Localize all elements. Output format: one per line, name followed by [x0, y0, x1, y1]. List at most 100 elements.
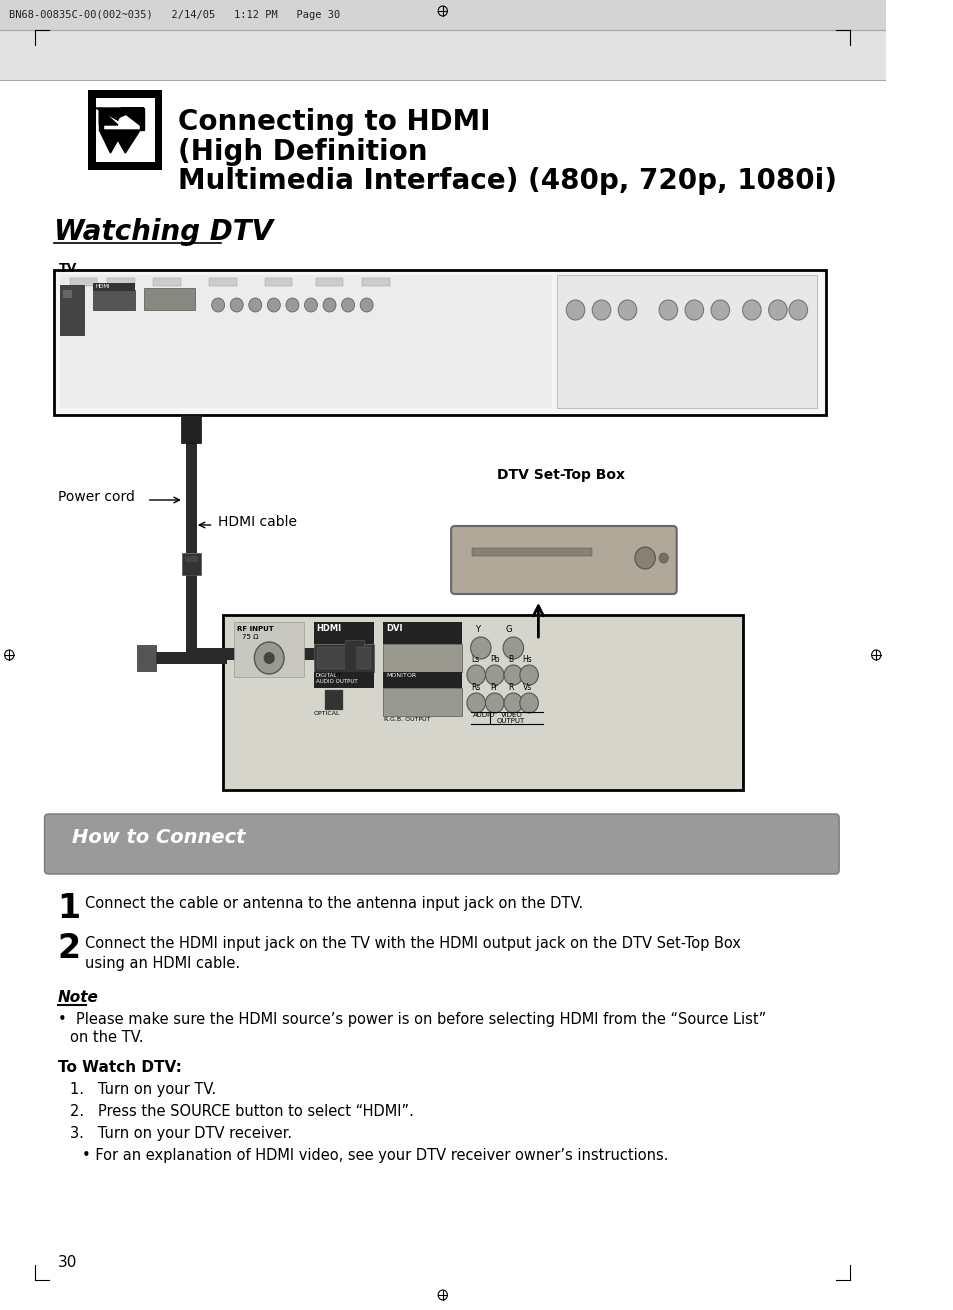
Circle shape — [267, 297, 280, 312]
Text: Y: Y — [475, 625, 479, 634]
Text: How to Connect: How to Connect — [72, 828, 246, 848]
Bar — [185, 555, 197, 562]
Circle shape — [470, 637, 491, 659]
Circle shape — [263, 652, 274, 664]
Bar — [186, 575, 196, 650]
Bar — [345, 645, 356, 672]
Circle shape — [254, 642, 284, 675]
Text: Multimedia Interface) (480p, 720p, 1080i): Multimedia Interface) (480p, 720p, 1080i… — [178, 166, 837, 195]
Text: •  Please make sure the HDMI source’s power is on before selecting HDMI from the: • Please make sure the HDMI source’s pow… — [57, 1013, 765, 1027]
Bar — [345, 641, 363, 668]
Text: AUDIO OUTPUT: AUDIO OUTPUT — [315, 679, 356, 684]
Circle shape — [503, 693, 522, 713]
Text: R: R — [508, 683, 514, 692]
Bar — [53, 270, 825, 415]
Text: Connect the cable or antenna to the antenna input jack on the DTV.: Connect the cable or antenna to the ante… — [86, 896, 583, 910]
Bar — [383, 622, 462, 645]
Text: VIDEO: VIDEO — [500, 713, 522, 718]
Bar — [264, 278, 292, 286]
Bar — [186, 443, 196, 553]
Text: 30: 30 — [57, 1255, 77, 1269]
Text: OUTPUT: OUTPUT — [386, 673, 411, 679]
Bar — [70, 278, 97, 286]
Bar — [60, 275, 552, 407]
Text: Connecting to HDMI: Connecting to HDMI — [178, 107, 490, 136]
Text: Rs: Rs — [471, 683, 480, 692]
Bar — [361, 278, 390, 286]
Bar — [0, 0, 884, 30]
Circle shape — [323, 297, 335, 312]
Bar — [153, 652, 227, 664]
Circle shape — [618, 300, 636, 320]
Bar — [153, 278, 181, 286]
Bar — [63, 290, 72, 297]
Bar — [107, 278, 134, 286]
Bar — [186, 648, 348, 660]
Circle shape — [249, 297, 261, 312]
Text: G: G — [505, 625, 512, 634]
Text: OUTPUT: OUTPUT — [316, 673, 341, 679]
Circle shape — [519, 665, 537, 685]
Text: Pb: Pb — [490, 655, 499, 664]
Text: (High Definition: (High Definition — [178, 138, 427, 166]
Text: DIGITAL: DIGITAL — [315, 673, 336, 679]
Polygon shape — [99, 107, 118, 124]
Bar — [181, 415, 201, 443]
Circle shape — [710, 300, 729, 320]
Bar — [233, 622, 303, 677]
Circle shape — [659, 553, 668, 563]
Circle shape — [503, 665, 522, 685]
Text: BN68-00835C-00(002~035)   2/14/05   1:12 PM   Page 30: BN68-00835C-00(002~035) 2/14/05 1:12 PM … — [10, 10, 340, 20]
Circle shape — [230, 297, 243, 312]
Bar — [0, 30, 884, 80]
Text: TV: TV — [58, 262, 76, 275]
Text: 1.   Turn on your TV.: 1. Turn on your TV. — [70, 1082, 215, 1096]
Text: AUDIO: AUDIO — [473, 713, 496, 718]
Text: Power cord: Power cord — [57, 490, 134, 504]
Bar — [92, 283, 134, 291]
Circle shape — [466, 693, 485, 713]
Bar — [314, 645, 374, 672]
Bar — [92, 290, 134, 310]
Text: 2: 2 — [57, 931, 81, 965]
Circle shape — [659, 300, 677, 320]
Text: R.G.B. OUTPUT: R.G.B. OUTPUT — [384, 717, 431, 722]
Bar — [383, 688, 462, 717]
Circle shape — [304, 297, 317, 312]
Bar — [314, 622, 374, 645]
Text: Pr: Pr — [490, 683, 497, 692]
Polygon shape — [99, 130, 140, 153]
Text: RF INPUT: RF INPUT — [236, 626, 274, 631]
Bar — [95, 98, 154, 162]
Text: OUTPUT: OUTPUT — [497, 718, 524, 724]
Text: MONITOR: MONITOR — [386, 673, 416, 679]
Text: DVI: DVI — [386, 624, 402, 633]
Polygon shape — [95, 107, 144, 121]
Circle shape — [485, 693, 503, 713]
Bar — [315, 278, 343, 286]
Circle shape — [360, 297, 373, 312]
Polygon shape — [140, 107, 144, 130]
Bar — [314, 672, 374, 688]
Circle shape — [768, 300, 786, 320]
Bar — [383, 645, 462, 672]
Circle shape — [741, 300, 760, 320]
Circle shape — [286, 297, 298, 312]
Text: 3.   Turn on your DTV receiver.: 3. Turn on your DTV receiver. — [70, 1127, 292, 1141]
Text: Note: Note — [57, 990, 98, 1005]
Bar — [471, 548, 592, 555]
Polygon shape — [99, 107, 140, 118]
Circle shape — [635, 548, 655, 569]
Text: HDMI: HDMI — [95, 284, 111, 290]
Bar — [182, 553, 200, 575]
Text: 1: 1 — [57, 892, 81, 925]
Text: HDMI: HDMI — [316, 624, 341, 633]
Bar — [316, 647, 371, 669]
Circle shape — [519, 693, 537, 713]
Text: on the TV.: on the TV. — [70, 1030, 143, 1045]
Polygon shape — [118, 107, 140, 124]
Text: Ls: Ls — [471, 655, 479, 664]
Circle shape — [212, 297, 224, 312]
Polygon shape — [99, 107, 103, 130]
Bar — [223, 614, 741, 790]
